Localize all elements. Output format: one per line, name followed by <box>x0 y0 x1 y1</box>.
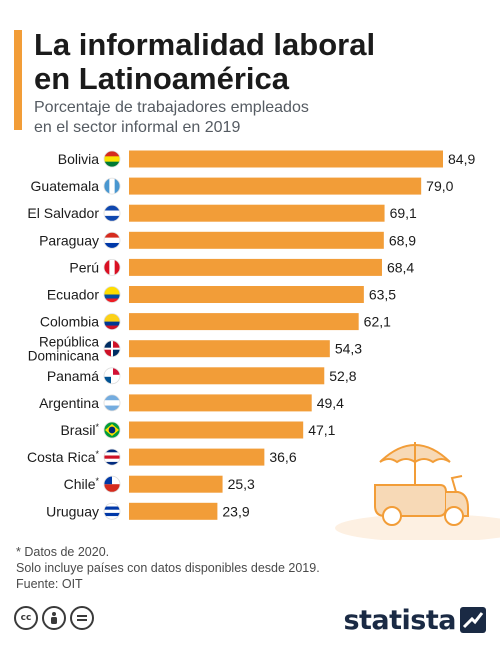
category-label-7-line-1: República <box>39 335 100 350</box>
footnote-source: Fuente: OIT <box>16 577 83 591</box>
chile-flag-icon <box>104 476 120 493</box>
title-accent-bar <box>14 30 22 130</box>
bar-5 <box>129 286 364 303</box>
bar-10 <box>129 421 304 439</box>
category-label-5: Ecuador <box>47 287 99 303</box>
bar-6 <box>129 313 359 331</box>
bar-9 <box>129 394 312 412</box>
cart-handlebar <box>450 475 463 493</box>
value-label-2: 69,1 <box>390 205 417 221</box>
chart-subtitle-line-1: Porcentaje de trabajadores empleados <box>34 99 309 116</box>
bar-1 <box>129 177 422 195</box>
no-derivatives-icon[interactable] <box>70 606 94 630</box>
bar-0 <box>129 150 443 168</box>
category-label-3: Paraguay <box>39 232 99 248</box>
value-label-1: 79,0 <box>426 178 453 194</box>
chart-title: La informalidad laboral en Latinoamérica <box>34 28 484 96</box>
el-salvador-flag-icon <box>104 205 120 222</box>
footnotes: * Datos de 2020. Solo incluye países con… <box>16 544 476 592</box>
category-label-6: Colombia <box>40 314 99 330</box>
costa-rica-flag-icon <box>104 449 120 466</box>
ecuador-flag-icon <box>104 286 120 303</box>
category-label-8: Panamá <box>47 368 99 384</box>
bar-13 <box>129 502 218 520</box>
category-label-11: Costa Rica* <box>27 449 99 465</box>
value-label-6: 62,1 <box>364 314 391 330</box>
value-label-11: 36,6 <box>269 449 296 465</box>
value-label-5: 63,5 <box>369 287 396 303</box>
footer: cc statista <box>14 604 486 636</box>
value-label-12: 25,3 <box>228 476 255 492</box>
bolivia-flag-icon <box>104 151 120 167</box>
statista-logo[interactable]: statista <box>343 604 486 636</box>
value-label-4: 68,4 <box>387 259 414 275</box>
chart-subtitle: Porcentaje de trabajadores empleados en … <box>34 98 484 138</box>
license-icons: cc <box>14 606 94 634</box>
value-label-8: 52,8 <box>329 368 356 384</box>
dominican-republic-flag-icon <box>104 340 120 357</box>
category-label-1: Guatemala <box>31 178 100 194</box>
panama-flag-icon <box>104 367 120 384</box>
colombia-flag-icon <box>104 313 120 330</box>
brand-name: statista <box>343 604 456 636</box>
bar-12 <box>129 475 223 493</box>
bar-4 <box>129 258 382 276</box>
bar-chart: 84,9 Bolivia 79,0 Guatemala 69,1 El Salvador 6… <box>0 145 500 535</box>
category-label-13: Uruguay <box>46 503 99 519</box>
bar-chart-svg: 84,9 Bolivia 79,0 Guatemala 69,1 El Salvador 6… <box>27 150 475 520</box>
attribution-icon[interactable] <box>42 606 66 630</box>
chart-subtitle-line-2: en el sector informal en 2019 <box>34 119 241 136</box>
bar-2 <box>129 204 385 222</box>
bar-3 <box>129 231 384 249</box>
category-label-4: Perú <box>69 259 99 275</box>
footnote-asterisk: * Datos de 2020. <box>16 545 110 559</box>
footnote-scope: Solo incluye países con datos disponible… <box>16 561 320 575</box>
value-label-10: 47,1 <box>308 422 335 438</box>
statista-mark-icon <box>460 607 486 633</box>
category-label-9: Argentina <box>39 395 99 411</box>
category-label-0: Bolivia <box>58 151 99 167</box>
category-label-12: Chile* <box>64 476 100 492</box>
value-label-13: 23,9 <box>222 503 249 519</box>
brazil-flag-icon <box>104 422 120 438</box>
value-label-9: 49,4 <box>317 395 344 411</box>
cart-front-wheel <box>444 506 464 526</box>
creative-commons-icon[interactable]: cc <box>14 606 38 630</box>
paraguay-flag-icon <box>104 232 120 249</box>
category-label-7-line-2: Dominicana <box>28 349 100 364</box>
bar-8 <box>129 367 325 385</box>
category-label-10: Brasil* <box>60 422 99 438</box>
bar-7 <box>129 340 330 358</box>
chart-title-line-1: La informalidad laboral <box>34 27 376 62</box>
guatemala-flag-icon <box>104 178 120 195</box>
category-label-2: El Salvador <box>27 205 99 221</box>
cart-rear-wheel <box>382 506 402 526</box>
uruguay-flag-icon <box>104 503 120 520</box>
value-label-0: 84,9 <box>448 151 475 167</box>
chart-title-line-2: en Latinoamérica <box>34 61 289 96</box>
value-label-7: 54,3 <box>335 341 362 357</box>
food-cart-with-umbrella-icon <box>335 442 500 540</box>
peru-flag-icon <box>104 259 120 276</box>
value-label-3: 68,9 <box>389 232 416 248</box>
argentina-flag-icon <box>104 394 120 411</box>
bar-11 <box>129 448 265 466</box>
